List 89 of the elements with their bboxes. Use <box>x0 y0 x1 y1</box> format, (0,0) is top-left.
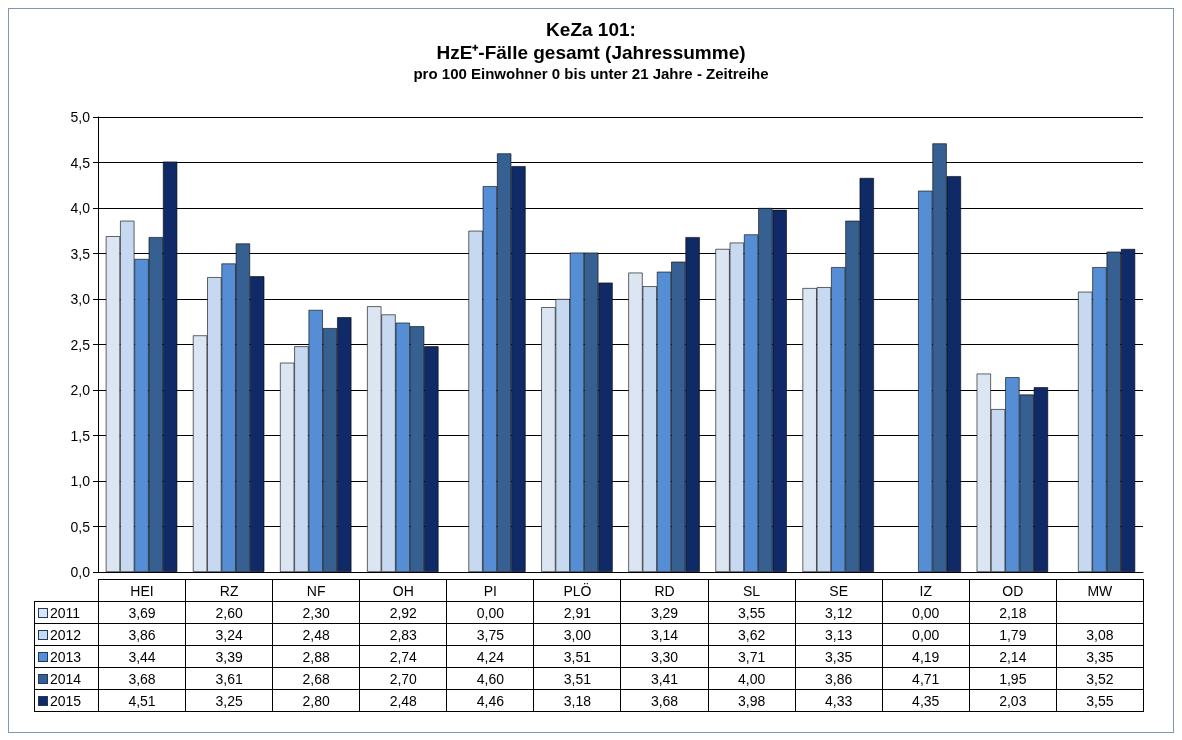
data-label: 1,79 <box>969 623 1057 646</box>
data-label: 3,86 <box>795 667 883 690</box>
x-tick-label: SE <box>795 579 883 602</box>
legend-label: 2015 <box>34 689 99 712</box>
data-label: 2,48 <box>359 689 447 712</box>
data-label: 3,55 <box>708 601 796 624</box>
x-tick-label: SL <box>708 579 796 602</box>
data-label: 3,24 <box>185 623 273 646</box>
data-label: 0,00 <box>882 623 970 646</box>
data-label: 3,62 <box>708 623 796 646</box>
x-tick-label: HEI <box>98 579 186 602</box>
y-tick-label: 3,0 <box>70 291 91 307</box>
data-label: 3,68 <box>620 689 709 712</box>
data-label: 4,51 <box>98 689 186 712</box>
x-tick-label: PLÖ <box>533 579 621 602</box>
data-label: 4,60 <box>446 667 534 690</box>
data-label: 2,68 <box>272 667 360 690</box>
legend-label: 2013 <box>34 645 99 668</box>
data-label: 4,00 <box>708 667 796 690</box>
data-label: 3,55 <box>1056 689 1144 712</box>
data-label: 3,35 <box>795 645 883 668</box>
data-label: 2,14 <box>969 645 1057 668</box>
data-label: 3,08 <box>1056 623 1144 646</box>
data-label: 4,33 <box>795 689 883 712</box>
y-tick-label: 1,0 <box>70 473 91 489</box>
y-tick-label: 4,5 <box>70 154 91 171</box>
y-tick-label: 2,5 <box>70 336 91 353</box>
y-tick-label: 5,0 <box>70 109 91 125</box>
data-label: 3,18 <box>533 689 621 712</box>
x-tick-label: OH <box>359 579 447 602</box>
data-label: 3,51 <box>533 645 621 668</box>
y-tick-label: 0,0 <box>70 564 91 580</box>
data-label: 3,52 <box>1056 667 1144 690</box>
x-tick-label: NF <box>272 579 360 602</box>
y-tick-label: 3,5 <box>70 245 91 262</box>
y-tick-label: 4,0 <box>70 200 91 216</box>
x-tick-label: OD <box>969 579 1057 602</box>
data-label: 3,41 <box>620 667 709 690</box>
data-label: 3,75 <box>446 623 534 646</box>
data-label: 3,13 <box>795 623 883 646</box>
y-tick-label: 2,0 <box>70 382 91 398</box>
data-label: 3,69 <box>98 601 186 624</box>
data-label: 2,74 <box>359 645 447 668</box>
x-tick-label: IZ <box>882 579 970 602</box>
chart-title: KeZa 101: HzE⁺-Fälle gesamt (Jahressumme) <box>436 19 746 63</box>
data-label: 2,30 <box>272 601 360 624</box>
data-label: 2,18 <box>969 601 1057 624</box>
data-label: 3,14 <box>620 623 709 646</box>
data-label: 3,39 <box>185 645 273 668</box>
x-tick-label: RZ <box>185 579 273 602</box>
data-label: 3,44 <box>98 645 186 668</box>
data-label: 3,12 <box>795 601 883 624</box>
data-label: 3,25 <box>185 689 273 712</box>
data-label: 2,48 <box>272 623 360 646</box>
data-label: 4,46 <box>446 689 534 712</box>
data-label: 3,51 <box>533 667 621 690</box>
data-label: 1,95 <box>969 667 1057 690</box>
legend-label: 2012 <box>34 623 99 646</box>
data-label: 2,60 <box>185 601 273 624</box>
data-label: 3,86 <box>98 623 186 646</box>
x-tick-label: PI <box>446 579 534 602</box>
data-label: 4,19 <box>882 645 970 668</box>
data-label: 2,88 <box>272 645 360 668</box>
data-label: 0,00 <box>446 601 534 624</box>
chart-subtitle: pro 100 Einwohner 0 bis unter 21 Jahre - Zeitreihe <box>413 65 769 82</box>
data-label: 4,35 <box>882 689 970 712</box>
data-label: 3,71 <box>708 645 796 668</box>
data-label: 2,80 <box>272 689 360 712</box>
y-tick-label: 1,5 <box>70 427 91 444</box>
data-label: 3,61 <box>185 667 273 690</box>
y-tick-label: 0,5 <box>70 518 91 535</box>
legend-label: 2014 <box>34 667 99 690</box>
data-label: 2,92 <box>359 601 447 624</box>
x-tick-label: RD <box>620 579 709 602</box>
data-label: 4,71 <box>882 667 970 690</box>
data-label: 3,98 <box>708 689 796 712</box>
data-label: 2,91 <box>533 601 621 624</box>
data-label: 3,30 <box>620 645 709 668</box>
data-label: 4,24 <box>446 645 534 668</box>
data-label: 3,68 <box>98 667 186 690</box>
legend-label: 2011 <box>34 601 99 624</box>
data-label: 3,00 <box>533 623 621 646</box>
data-label: 2,03 <box>969 689 1057 712</box>
data-label: 3,35 <box>1056 645 1144 668</box>
data-label: 2,83 <box>359 623 447 646</box>
data-label: 2,70 <box>359 667 447 690</box>
data-label: 3,29 <box>620 601 709 624</box>
data-label: 0,00 <box>882 601 970 624</box>
x-tick-label: MW <box>1056 579 1144 602</box>
